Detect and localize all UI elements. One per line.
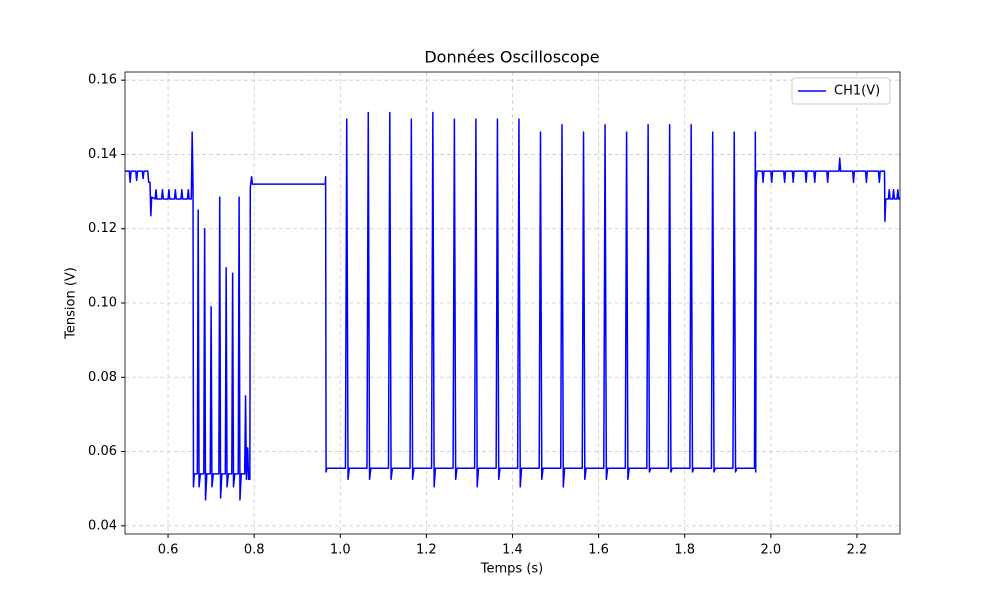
y-axis-label: Tension (V): [64, 267, 79, 340]
x-tick-label: 1.4: [502, 543, 523, 558]
data-line: [125, 111, 900, 501]
legend-box: [791, 77, 891, 105]
chart-title: Données Oscilloscope: [424, 48, 599, 67]
x-tick-label: 0.8: [244, 543, 265, 558]
x-tick-label: 1.0: [330, 543, 351, 558]
x-tick-label: 1.6: [588, 543, 609, 558]
x-tick-label: 2.0: [760, 543, 781, 558]
y-tick-label: 0.16: [88, 73, 117, 88]
y-tick-label: 0.08: [88, 370, 117, 385]
x-tick-label: 2.2: [847, 543, 868, 558]
y-tick-label: 0.06: [88, 444, 117, 459]
plot-frame: [124, 71, 901, 535]
x-axis-label: Temps (s): [480, 562, 543, 577]
y-tick-label: 0.14: [88, 147, 117, 162]
legend-label: CH1(V): [834, 84, 880, 99]
x-tick-label: 0.6: [158, 543, 179, 558]
x-tick-label: 1.2: [416, 543, 437, 558]
y-tick-label: 0.04: [88, 518, 117, 533]
y-tick-label: 0.12: [88, 221, 117, 236]
x-tick-label: 1.8: [674, 543, 695, 558]
y-tick-label: 0.10: [88, 296, 117, 311]
